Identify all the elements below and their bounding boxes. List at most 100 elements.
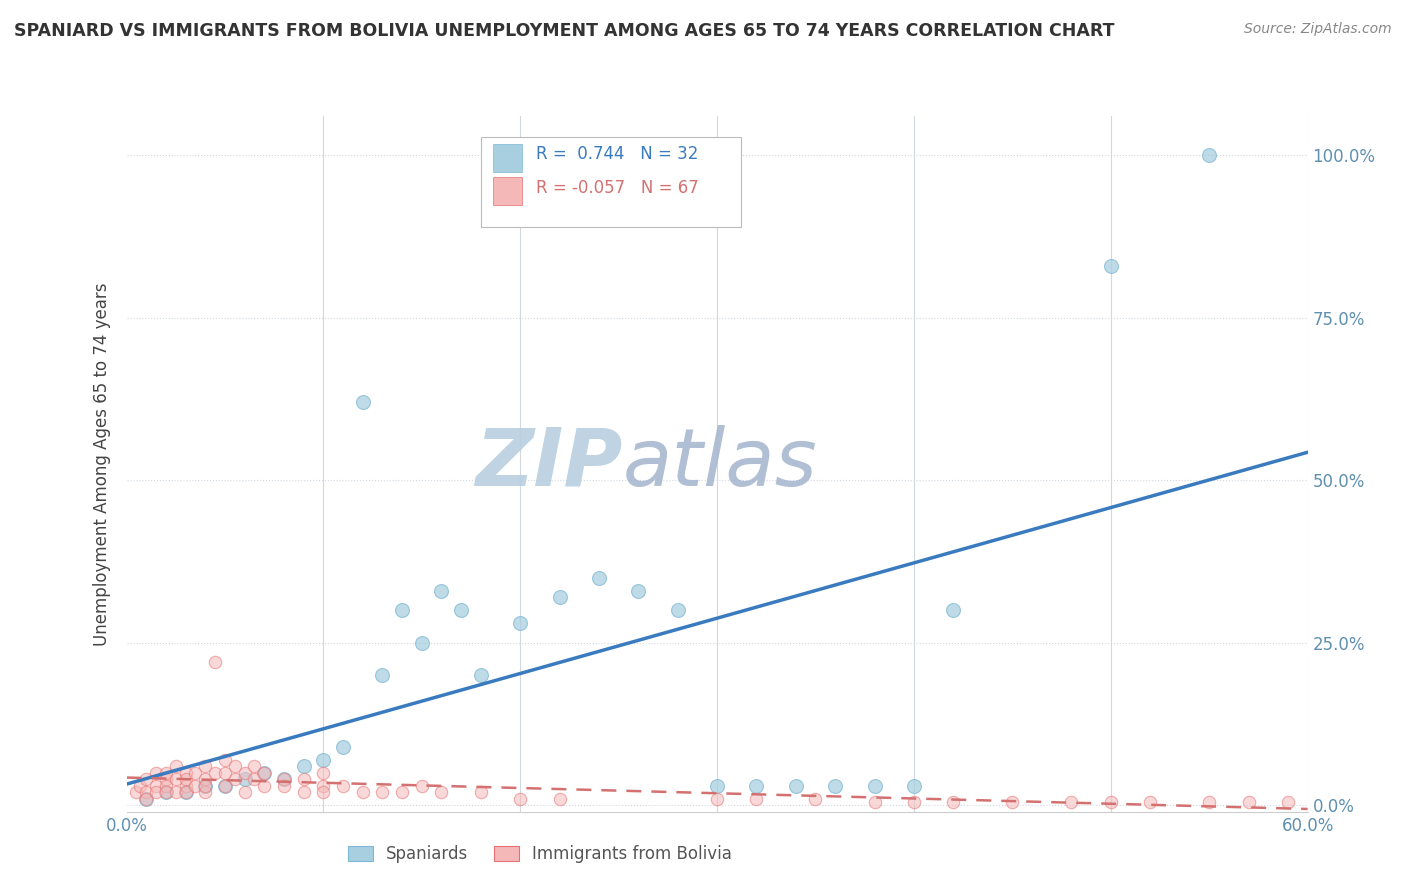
Point: [214, 765, 236, 780]
Point: [863, 779, 886, 793]
Text: atlas: atlas: [623, 425, 817, 503]
Point: [312, 753, 335, 767]
Point: [224, 772, 246, 787]
Point: [253, 779, 276, 793]
Point: [903, 795, 925, 809]
Point: [174, 772, 197, 787]
Point: [942, 795, 965, 809]
Point: [745, 791, 768, 805]
Point: [588, 571, 610, 585]
Point: [1277, 795, 1299, 809]
Point: [145, 779, 167, 793]
Text: ZIP: ZIP: [475, 425, 623, 503]
Point: [312, 785, 335, 799]
Point: [214, 753, 236, 767]
Point: [194, 772, 217, 787]
Point: [292, 759, 315, 773]
Point: [312, 765, 335, 780]
Point: [509, 616, 531, 631]
Point: [194, 785, 217, 799]
Point: [194, 759, 217, 773]
Point: [352, 785, 374, 799]
Text: R = -0.057   N = 67: R = -0.057 N = 67: [536, 178, 699, 196]
Point: [129, 779, 152, 793]
Point: [450, 603, 472, 617]
Point: [411, 635, 433, 649]
Point: [706, 779, 728, 793]
Point: [430, 583, 453, 598]
Point: [174, 785, 197, 799]
Point: [470, 668, 492, 682]
Point: [863, 795, 886, 809]
Point: [253, 765, 276, 780]
Point: [292, 772, 315, 787]
Point: [824, 779, 846, 793]
Point: [194, 779, 217, 793]
Point: [548, 791, 571, 805]
Point: [1060, 795, 1083, 809]
Point: [214, 779, 236, 793]
Point: [332, 779, 354, 793]
Point: [135, 785, 157, 799]
Point: [292, 785, 315, 799]
Point: [332, 739, 354, 754]
Point: [352, 395, 374, 409]
Point: [125, 785, 148, 799]
Point: [666, 603, 689, 617]
Point: [1139, 795, 1161, 809]
Text: Source: ZipAtlas.com: Source: ZipAtlas.com: [1244, 22, 1392, 37]
Point: [371, 785, 394, 799]
Point: [470, 785, 492, 799]
Point: [411, 779, 433, 793]
Point: [165, 759, 187, 773]
Point: [391, 785, 413, 799]
FancyBboxPatch shape: [492, 178, 522, 205]
Point: [135, 772, 157, 787]
Point: [194, 779, 217, 793]
Point: [233, 785, 256, 799]
Point: [155, 785, 177, 799]
Point: [1237, 795, 1260, 809]
Point: [155, 772, 177, 787]
Legend: Spaniards, Immigrants from Bolivia: Spaniards, Immigrants from Bolivia: [342, 838, 738, 870]
Point: [174, 779, 197, 793]
Point: [165, 785, 187, 799]
FancyBboxPatch shape: [481, 136, 741, 227]
Point: [155, 779, 177, 793]
Point: [785, 779, 807, 793]
Point: [273, 772, 295, 787]
Point: [548, 590, 571, 604]
Point: [233, 772, 256, 787]
Point: [174, 765, 197, 780]
Point: [804, 791, 827, 805]
Point: [430, 785, 453, 799]
Point: [184, 765, 207, 780]
Point: [214, 779, 236, 793]
Text: R =  0.744   N = 32: R = 0.744 N = 32: [536, 145, 699, 163]
Point: [1198, 795, 1220, 809]
Point: [1099, 259, 1122, 273]
Point: [1099, 795, 1122, 809]
Point: [135, 791, 157, 805]
Point: [391, 603, 413, 617]
Point: [224, 759, 246, 773]
Point: [155, 765, 177, 780]
Point: [1198, 148, 1220, 162]
Point: [165, 772, 187, 787]
Point: [233, 765, 256, 780]
Point: [627, 583, 650, 598]
Point: [1001, 795, 1024, 809]
Point: [204, 655, 226, 669]
Point: [273, 779, 295, 793]
Text: SPANIARD VS IMMIGRANTS FROM BOLIVIA UNEMPLOYMENT AMONG AGES 65 TO 74 YEARS CORRE: SPANIARD VS IMMIGRANTS FROM BOLIVIA UNEM…: [14, 22, 1115, 40]
Point: [145, 765, 167, 780]
Point: [371, 668, 394, 682]
Point: [243, 772, 266, 787]
Point: [204, 765, 226, 780]
Point: [942, 603, 965, 617]
Point: [903, 779, 925, 793]
Point: [312, 779, 335, 793]
Point: [706, 791, 728, 805]
Point: [243, 759, 266, 773]
Point: [184, 779, 207, 793]
